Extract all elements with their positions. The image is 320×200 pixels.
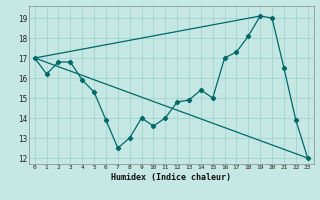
X-axis label: Humidex (Indice chaleur): Humidex (Indice chaleur) [111,173,231,182]
